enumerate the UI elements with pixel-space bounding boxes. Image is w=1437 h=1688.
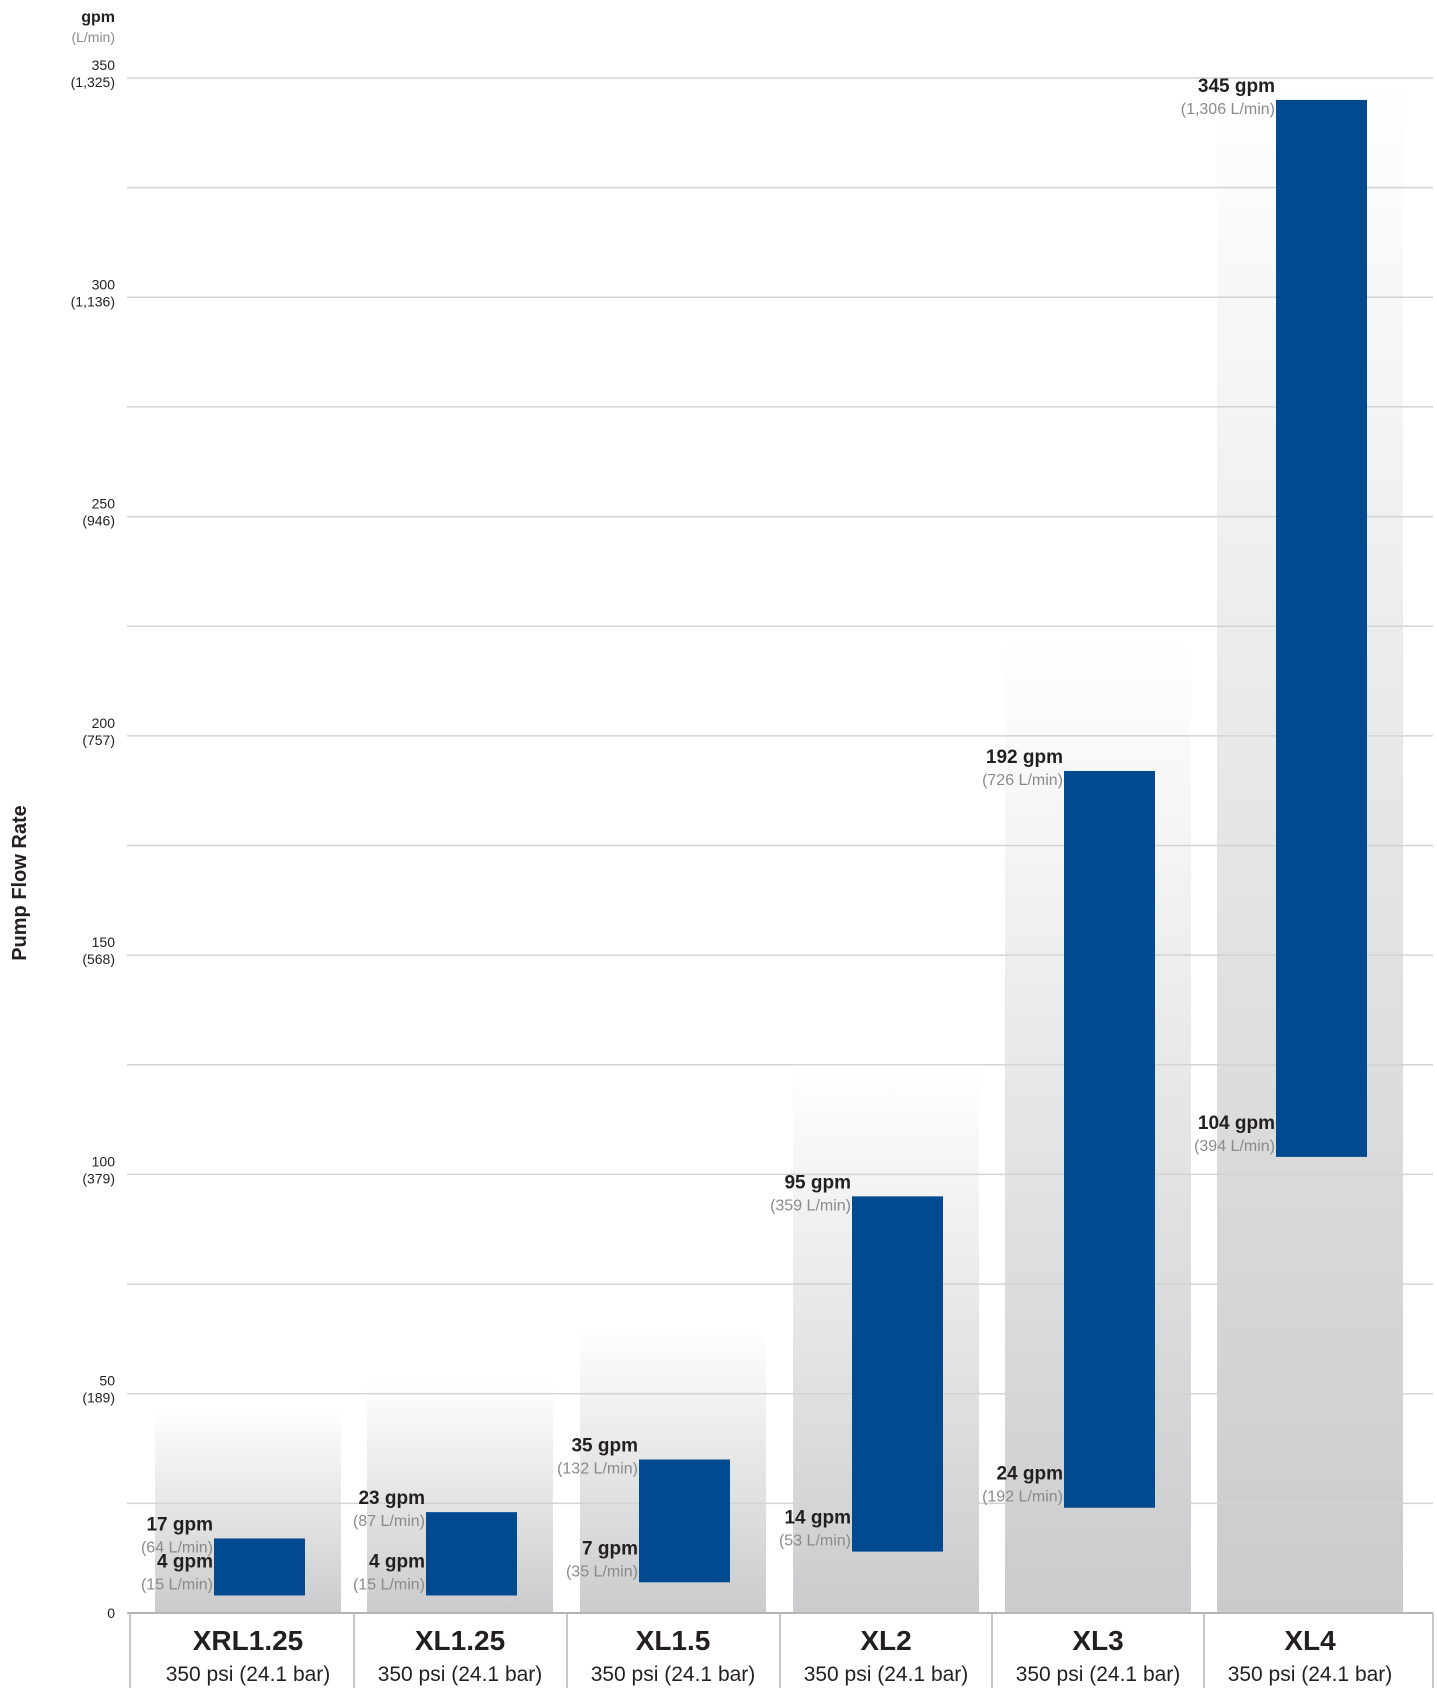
range-bar: [426, 1512, 517, 1596]
y-ticks: 0 50(189) 100(379) 150(568) 200(757) 250(946)…: [71, 57, 116, 1621]
range-bar: [852, 1196, 943, 1552]
range-bar: [1064, 770, 1155, 1508]
min-value-label: 7 gpm: [582, 1538, 638, 1559]
y-unit-secondary-label: (L/min): [71, 29, 115, 45]
y-tick-label: 100: [92, 1153, 116, 1169]
range-bar: [1276, 99, 1367, 1157]
y-tick-label: 50: [99, 1373, 115, 1389]
category-label: XL3: [1072, 1625, 1123, 1656]
range-bar: [639, 1459, 730, 1583]
max-value-label: 17 gpm: [146, 1514, 213, 1535]
min-value-label: 4 gpm: [369, 1551, 425, 1572]
min-value-sublabel: (53 L/min): [779, 1533, 851, 1550]
x-axis: XRL1.25 350 psi (24.1 bar) XL1.25 350 psi (…: [127, 1612, 1434, 1688]
min-value-label: 24 gpm: [996, 1464, 1063, 1485]
category-label: XL1.5: [636, 1625, 711, 1656]
bar-value-labels: 17 gpm(64 L/min)4 gpm(15 L/min)23 gpm(87…: [141, 76, 1275, 1594]
min-value-label: 14 gpm: [784, 1508, 851, 1529]
category-label: XRL1.25: [193, 1625, 304, 1656]
category-label: XL4: [1284, 1625, 1336, 1656]
max-value-label: 23 gpm: [358, 1488, 425, 1509]
min-value-sublabel: (15 L/min): [141, 1576, 213, 1593]
y-tick-sublabel: (946): [82, 513, 115, 529]
category-sublabel: 350 psi (24.1 bar): [166, 1663, 331, 1686]
category-label: XL2: [860, 1625, 911, 1656]
y-axis-title: Pump Flow Rate: [9, 805, 31, 961]
gridlines: [127, 77, 1433, 1505]
y-tick-label: 350: [92, 57, 116, 73]
y-tick-label: 150: [92, 934, 116, 950]
max-value-sublabel: (132 L/min): [557, 1461, 638, 1478]
category-sublabel: 350 psi (24.1 bar): [1228, 1663, 1393, 1686]
max-value-label: 95 gpm: [784, 1172, 851, 1193]
category-label: XL1.25: [415, 1625, 505, 1656]
max-value-sublabel: (87 L/min): [353, 1513, 425, 1530]
min-value-sublabel: (394 L/min): [1194, 1138, 1275, 1155]
max-value-label: 345 gpm: [1198, 76, 1275, 97]
category-sublabel: 350 psi (24.1 bar): [804, 1663, 969, 1686]
max-value-sublabel: (1,306 L/min): [1181, 101, 1275, 118]
min-value-sublabel: (35 L/min): [566, 1563, 638, 1580]
min-value-label: 4 gpm: [157, 1551, 213, 1572]
category-sublabel: 350 psi (24.1 bar): [591, 1663, 756, 1686]
y-tick-sublabel: (1,325): [71, 74, 115, 90]
y-tick-label: 0: [107, 1605, 115, 1621]
max-value-label: 192 gpm: [986, 747, 1063, 768]
min-value-sublabel: (15 L/min): [353, 1576, 425, 1593]
max-value-sublabel: (359 L/min): [770, 1197, 851, 1214]
range-bar: [214, 1538, 305, 1596]
min-value-label: 104 gpm: [1198, 1113, 1275, 1134]
max-value-sublabel: (726 L/min): [982, 772, 1063, 789]
y-unit-label: gpm: [81, 9, 115, 26]
y-tick-label: 300: [92, 276, 116, 292]
y-tick-label: 200: [92, 715, 116, 731]
y-tick-label: 250: [92, 496, 116, 512]
category-sublabel: 350 psi (24.1 bar): [1016, 1663, 1181, 1686]
category-sublabel: 350 psi (24.1 bar): [378, 1663, 543, 1686]
y-tick-sublabel: (757): [82, 732, 115, 748]
y-tick-sublabel: (568): [82, 951, 115, 967]
y-tick-sublabel: (1,136): [71, 293, 115, 309]
min-value-sublabel: (192 L/min): [982, 1489, 1063, 1506]
max-value-label: 35 gpm: [571, 1436, 638, 1457]
y-tick-sublabel: (379): [82, 1170, 115, 1186]
max-value-sublabel: (64 L/min): [141, 1539, 213, 1556]
bars: [214, 99, 1367, 1596]
y-tick-sublabel: (189): [82, 1390, 115, 1406]
